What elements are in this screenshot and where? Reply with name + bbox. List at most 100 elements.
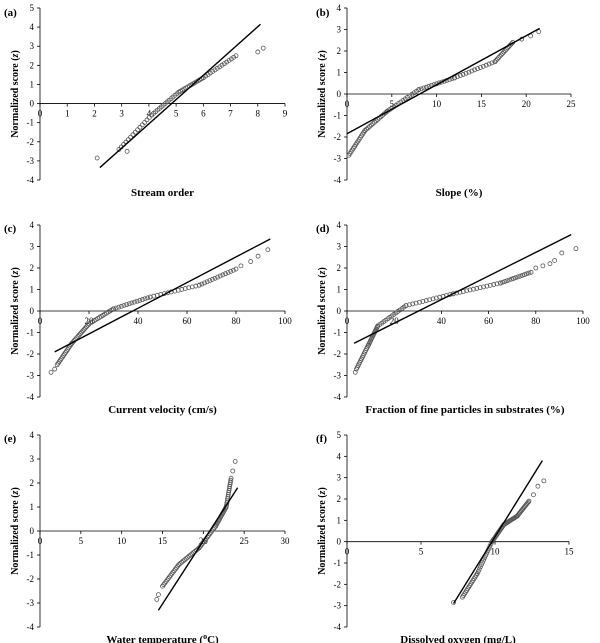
y-tick-label: 3 xyxy=(337,25,342,35)
data-point xyxy=(420,299,426,304)
panel-5: (e)-4-3-2-101234051015202530Water temper… xyxy=(4,430,290,643)
data-point xyxy=(78,331,83,336)
x-tick-label: 10 xyxy=(432,99,442,109)
y-axis-label: Normalized score (z) xyxy=(317,50,328,138)
data-point xyxy=(531,492,536,498)
data-point xyxy=(500,279,505,285)
data-point xyxy=(460,72,466,77)
data-point xyxy=(188,552,193,558)
data-point xyxy=(230,468,236,474)
data-point xyxy=(526,498,532,504)
data-point xyxy=(209,277,215,282)
y-tick-label: 5 xyxy=(30,3,35,13)
data-point xyxy=(504,278,510,284)
data-point xyxy=(48,369,54,375)
data-point xyxy=(81,327,87,332)
data-point xyxy=(509,41,514,47)
data-point xyxy=(433,295,439,301)
data-point xyxy=(132,129,138,135)
y-tick-label: 3 xyxy=(30,41,35,51)
x-tick-label: 60 xyxy=(484,316,494,326)
y-tick-label: -3 xyxy=(27,156,35,166)
data-point xyxy=(524,271,530,277)
data-point xyxy=(79,329,85,335)
data-point xyxy=(474,286,480,291)
data-point xyxy=(220,272,226,278)
y-tick-label: 1 xyxy=(30,285,35,295)
data-point xyxy=(255,49,261,55)
panel-label: (e) xyxy=(4,433,17,445)
x-axis-label: Stream order xyxy=(131,187,194,199)
data-point xyxy=(255,253,261,259)
data-point xyxy=(406,302,412,308)
data-point xyxy=(481,557,486,563)
data-point xyxy=(439,79,445,85)
data-point xyxy=(522,272,527,278)
y-tick-label: -3 xyxy=(334,371,342,381)
data-point xyxy=(179,559,185,565)
y-tick-label: -4 xyxy=(334,392,342,402)
x-tick-label: 5 xyxy=(174,109,179,119)
x-tick-label: 80 xyxy=(531,316,541,326)
data-point xyxy=(451,600,456,605)
x-tick-label: 6 xyxy=(201,109,206,119)
y-tick-label: -2 xyxy=(334,132,342,142)
data-point xyxy=(497,53,503,59)
x-tick-label: 25 xyxy=(567,99,577,109)
x-axis-label: Fraction of fine particles in substrates… xyxy=(365,404,565,416)
fit-line xyxy=(353,234,572,344)
data-point xyxy=(472,67,478,73)
data-point xyxy=(477,285,483,291)
data-point xyxy=(76,332,82,338)
data-point xyxy=(80,328,86,334)
y-tick-label: -1 xyxy=(334,111,342,121)
y-tick-label: 0 xyxy=(337,89,342,99)
data-point xyxy=(352,369,358,375)
y-tick-label: 1 xyxy=(337,68,342,78)
data-point xyxy=(484,283,490,289)
y-tick-label: -2 xyxy=(334,349,342,359)
data-point xyxy=(497,280,503,286)
y-axis-label: Normalized score (z) xyxy=(10,267,21,355)
data-point xyxy=(124,148,130,154)
data-point xyxy=(183,556,189,561)
x-tick-label: 30 xyxy=(281,536,291,546)
data-point xyxy=(118,303,124,309)
data-point xyxy=(475,66,480,72)
data-point xyxy=(260,45,266,51)
x-tick-label: 0 xyxy=(345,99,350,109)
data-point xyxy=(225,270,231,275)
data-point xyxy=(498,52,504,58)
data-point xyxy=(121,303,127,308)
y-axis-label: Normalized score (z) xyxy=(10,487,21,575)
y-tick-label: 4 xyxy=(30,430,35,440)
data-point xyxy=(186,553,192,559)
data-point xyxy=(416,87,422,93)
data-point xyxy=(421,85,427,91)
data-point xyxy=(195,546,201,552)
y-tick-label: 1 xyxy=(337,285,342,295)
panel-label: (d) xyxy=(316,223,330,235)
data-point xyxy=(475,568,481,574)
y-tick-label: -4 xyxy=(27,175,35,185)
y-tick-label: 0 xyxy=(337,537,342,547)
data-point xyxy=(154,597,160,602)
data-point xyxy=(142,119,148,125)
data-point xyxy=(84,324,89,330)
data-point xyxy=(228,268,234,274)
data-point xyxy=(215,274,221,280)
data-point xyxy=(137,124,143,130)
x-tick-label: 25 xyxy=(240,536,250,546)
x-tick-label: 10 xyxy=(117,536,127,546)
data-point xyxy=(189,551,195,557)
data-point xyxy=(142,296,148,302)
data-point xyxy=(508,276,514,282)
x-tick-label: 5 xyxy=(419,547,424,557)
data-point xyxy=(437,294,443,300)
x-tick-label: 2 xyxy=(92,109,97,119)
y-tick-label: -2 xyxy=(334,579,342,589)
data-point xyxy=(511,276,516,281)
